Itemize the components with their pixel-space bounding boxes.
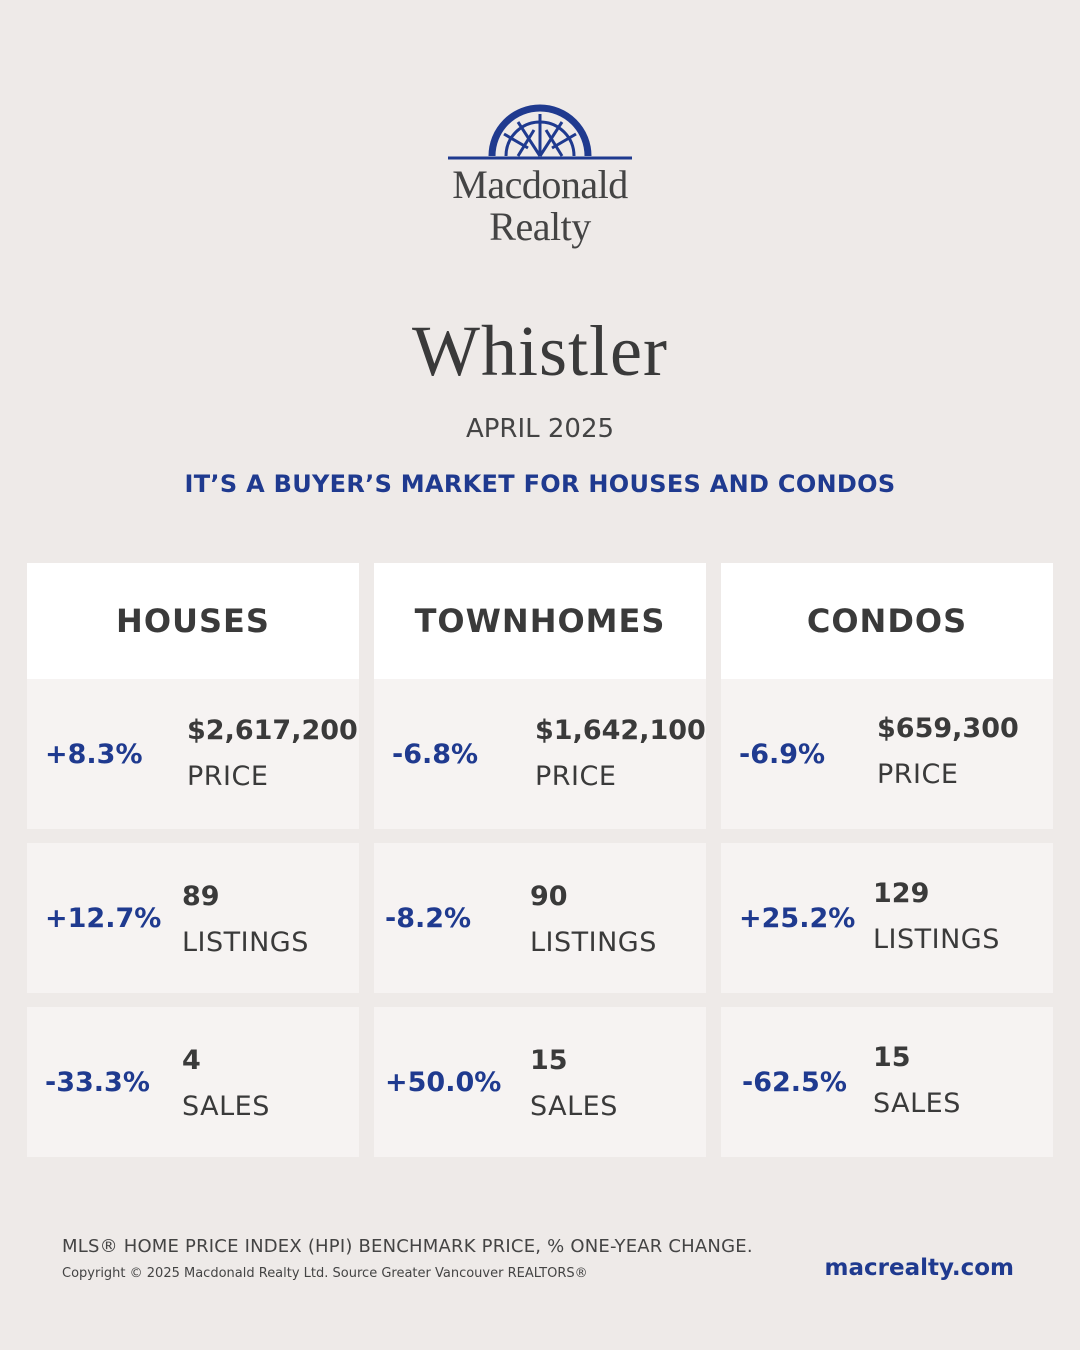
brand-logo: Macdonald Realty bbox=[0, 100, 1080, 248]
stat-change: +12.7% bbox=[45, 902, 162, 934]
stat-value: $1,642,100 bbox=[535, 715, 706, 746]
brand-name-line2: Realty bbox=[489, 204, 591, 249]
footer-note: MLS® HOME PRICE INDEX (HPI) BENCHMARK PR… bbox=[62, 1236, 753, 1257]
stat-label: PRICE bbox=[187, 761, 269, 792]
stat-value: $2,617,200 bbox=[187, 715, 358, 746]
stat-change: -6.9% bbox=[739, 738, 826, 770]
stat-value: 4 bbox=[182, 1045, 201, 1076]
market-headline: IT’S A BUYER’S MARKET FOR HOUSES AND CON… bbox=[184, 470, 896, 498]
stat-value: 89 bbox=[182, 881, 220, 912]
stat-change: +8.3% bbox=[45, 738, 143, 770]
column-houses: HOUSES +8.3% $2,617,200 PRICE +12.7% 89 … bbox=[27, 563, 359, 1157]
stat-value: 15 bbox=[873, 1042, 911, 1073]
stat-change: -6.8% bbox=[392, 738, 479, 770]
stat-label: LISTINGS bbox=[873, 924, 1000, 955]
stat-cell-sales: +50.0% 15 SALES bbox=[374, 1007, 706, 1157]
column-townhomes: TOWNHOMES -6.8% $1,642,100 PRICE -8.2% 9… bbox=[374, 563, 706, 1157]
stat-label: PRICE bbox=[535, 761, 617, 792]
column-title: TOWNHOMES bbox=[374, 563, 706, 679]
stat-change: -62.5% bbox=[742, 1066, 847, 1098]
stat-cell-price: -6.8% $1,642,100 PRICE bbox=[374, 679, 706, 829]
stat-cell-sales: -33.3% 4 SALES bbox=[27, 1007, 359, 1157]
stat-cell-price: +8.3% $2,617,200 PRICE bbox=[27, 679, 359, 829]
stat-value: $659,300 bbox=[877, 713, 1019, 744]
stat-label: PRICE bbox=[877, 759, 959, 790]
column-title: HOUSES bbox=[27, 563, 359, 679]
column-title: CONDOS bbox=[721, 563, 1053, 679]
stat-cell-listings: -8.2% 90 LISTINGS bbox=[374, 843, 706, 993]
arch-icon bbox=[448, 104, 632, 160]
stats-grid: HOUSES +8.3% $2,617,200 PRICE +12.7% 89 … bbox=[27, 563, 1053, 1157]
stat-value: 129 bbox=[873, 878, 930, 909]
stat-change: +50.0% bbox=[385, 1066, 502, 1098]
website-link[interactable]: macrealty.com bbox=[824, 1255, 1014, 1281]
stat-cell-sales: -62.5% 15 SALES bbox=[721, 1007, 1053, 1157]
stat-label: SALES bbox=[530, 1091, 618, 1122]
footer-copyright: Copyright © 2025 Macdonald Realty Ltd. S… bbox=[62, 1266, 588, 1281]
stat-value: 15 bbox=[530, 1045, 568, 1076]
report-month: APRIL 2025 bbox=[465, 414, 615, 444]
city-title: Whistler bbox=[412, 311, 668, 391]
stat-label: SALES bbox=[873, 1088, 961, 1119]
stat-cell-listings: +25.2% 129 LISTINGS bbox=[721, 843, 1053, 993]
stat-change: +25.2% bbox=[739, 902, 856, 934]
stat-change: -8.2% bbox=[385, 902, 472, 934]
stat-label: LISTINGS bbox=[530, 927, 657, 958]
stat-cell-price: -6.9% $659,300 PRICE bbox=[721, 679, 1053, 829]
stat-label: LISTINGS bbox=[182, 927, 309, 958]
stat-change: -33.3% bbox=[45, 1066, 150, 1098]
column-condos: CONDOS -6.9% $659,300 PRICE +25.2% 129 L… bbox=[721, 563, 1053, 1157]
stat-label: SALES bbox=[182, 1091, 270, 1122]
stat-value: 90 bbox=[530, 881, 568, 912]
brand-name-line1: Macdonald bbox=[452, 162, 628, 207]
stat-cell-listings: +12.7% 89 LISTINGS bbox=[27, 843, 359, 993]
